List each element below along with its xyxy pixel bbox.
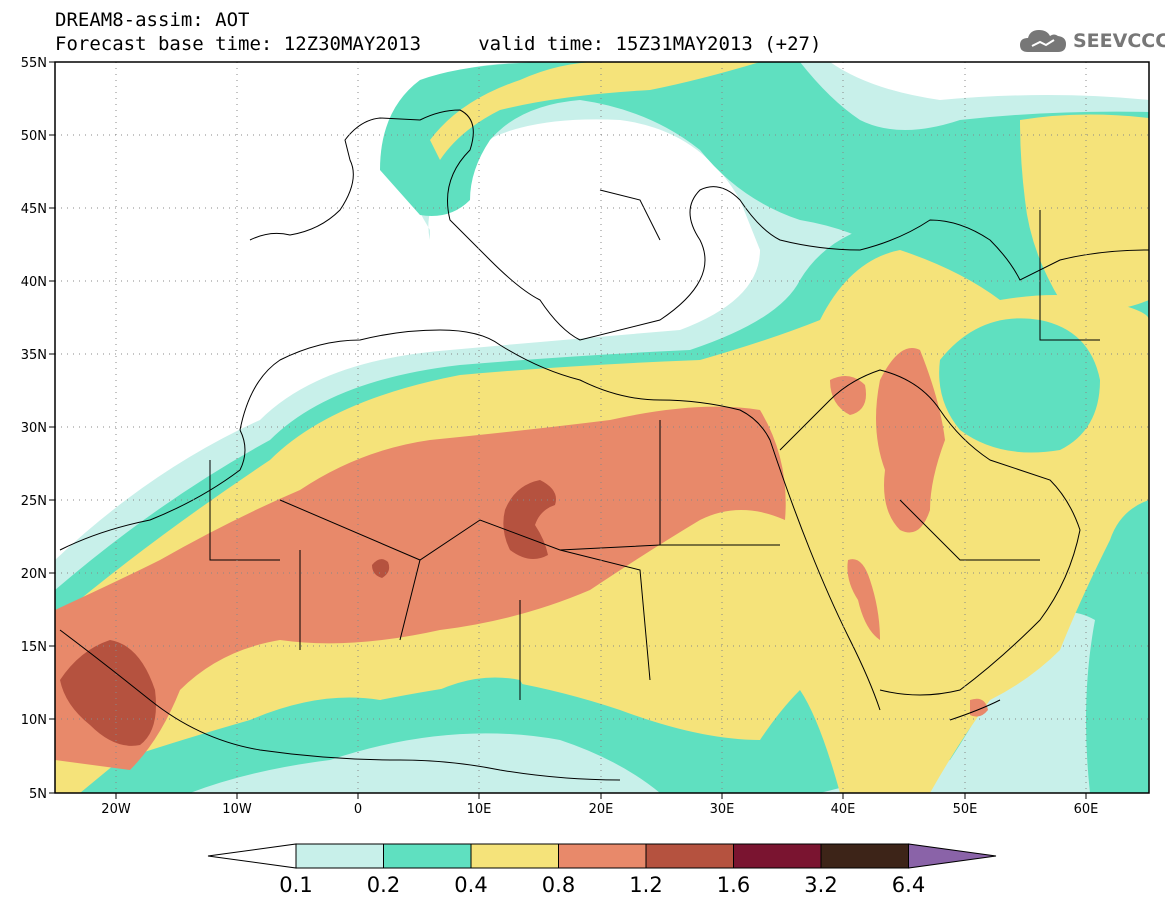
cloud-icon	[1020, 30, 1066, 52]
colorbar-label: 0.1	[279, 873, 312, 897]
logo-text: SEEVCCC	[1073, 30, 1165, 52]
aot-0.8-contour-redsea	[847, 559, 880, 640]
colorbar-swatch	[558, 843, 647, 869]
lat-label: 5N	[29, 787, 47, 802]
colorbar-swatch	[470, 843, 559, 869]
colorbar	[207, 843, 997, 869]
lat-label: 50N	[21, 129, 47, 144]
colorbar-label: 1.6	[717, 873, 750, 897]
lon-label: 40E	[831, 802, 856, 817]
lat-label: 35N	[21, 348, 47, 363]
lat-label: 45N	[21, 202, 47, 217]
colorbar-label: 3.2	[804, 873, 837, 897]
lon-label: 10E	[467, 802, 492, 817]
lon-label: 30E	[710, 802, 735, 817]
lon-label: 10W	[222, 802, 252, 817]
aot-0.8-contour-iraq	[876, 348, 945, 533]
coastlines	[59, 109, 1149, 781]
aot-0.4-contour-east	[1020, 114, 1149, 310]
aot-0.2-contour-europe	[380, 62, 1149, 315]
seevccc-logo: SEEVCCC	[1018, 26, 1165, 56]
lat-label: 20N	[21, 567, 47, 582]
lon-label: 20W	[101, 802, 131, 817]
colorbar-label: 1.2	[629, 873, 662, 897]
aot-0.4-contour-north	[430, 62, 760, 160]
lat-axis: 55N 50N 45N 40N 35N 30N 25N 20N 15N 10N …	[21, 56, 55, 802]
lon-label: 20E	[589, 802, 614, 817]
lat-label: 40N	[21, 275, 47, 290]
aot-1.2-contour-mali	[372, 559, 390, 578]
lat-label: 30N	[21, 421, 47, 436]
chart-title: DREAM8-assim: AOT	[55, 9, 250, 31]
colorbar-label: 6.4	[892, 873, 925, 897]
colorbar-label: 0.2	[367, 873, 400, 897]
graticule	[55, 62, 1149, 793]
aot-1.2-contour-westafrica	[60, 640, 156, 746]
lat-label: 10N	[21, 713, 47, 728]
lat-label: 15N	[21, 640, 47, 655]
colorbar-labels: 0.1 0.2 0.4 0.8 1.2 1.6 3.2 6.4	[279, 873, 925, 897]
colorbar-label: 0.8	[542, 873, 575, 897]
colorbar-label: 0.4	[454, 873, 487, 897]
aot-0.2-hole-iran	[939, 318, 1100, 453]
aot-0.8-contour-syria	[830, 376, 866, 415]
colorbar-swatch	[383, 843, 472, 869]
colorbar-arrow-low	[207, 843, 297, 869]
aot-0.2-hole-africa	[420, 677, 527, 732]
forecast-times: Forecast base time: 12Z30MAY2013 valid t…	[55, 33, 822, 55]
colorbar-swatch	[733, 843, 822, 869]
lat-label: 25N	[21, 494, 47, 509]
lat-label: 55N	[21, 56, 47, 71]
lon-axis: 20W 10W 0 10E 20E 30E 40E 50E 60E	[101, 793, 1098, 817]
lon-label: 0	[354, 802, 362, 817]
colorbar-swatch	[645, 843, 734, 869]
aot-1.2-contour-chad	[503, 480, 556, 559]
lon-label: 60E	[1074, 802, 1099, 817]
lon-label: 50E	[953, 802, 978, 817]
colorbar-swatch	[295, 843, 384, 869]
colorbar-swatch	[820, 843, 909, 869]
aot-0.8-contour-somalia	[970, 698, 988, 717]
colorbar-arrow-high	[908, 843, 997, 869]
aot-0.8-contour	[55, 406, 786, 770]
